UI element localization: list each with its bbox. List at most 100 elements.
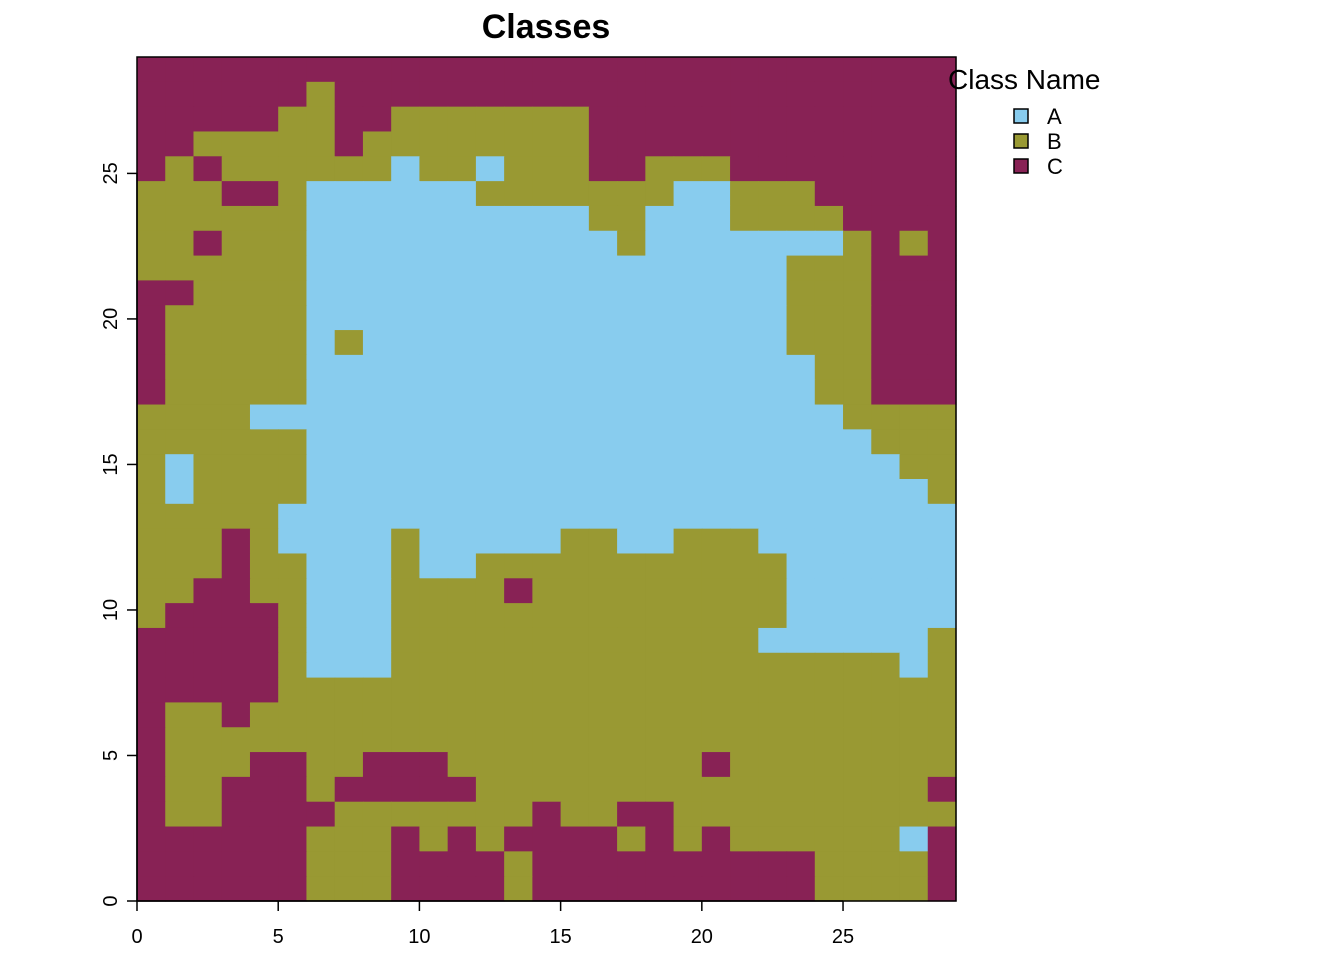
cell-class-b — [588, 181, 618, 207]
cell-class-a — [673, 205, 703, 232]
cell-class-a — [786, 603, 816, 629]
cell-class-a — [758, 404, 788, 430]
cell-class-b — [871, 826, 901, 852]
cell-class-b — [419, 627, 449, 654]
cell-class-c — [871, 181, 901, 207]
cell-class-a — [447, 454, 477, 480]
cell-class-b — [165, 752, 195, 778]
cell-class-b — [165, 801, 195, 828]
cell-class-a — [165, 454, 195, 480]
cell-class-b — [475, 752, 505, 778]
cell-class-c — [221, 801, 251, 828]
cell-class-a — [758, 627, 788, 654]
cell-class-b — [334, 702, 364, 728]
cell-class-a — [475, 528, 505, 555]
cell-class-a — [927, 528, 957, 555]
cell-class-c — [504, 57, 533, 83]
cell-class-c — [165, 81, 195, 108]
cell-class-c — [362, 106, 392, 133]
cell-class-b — [560, 652, 590, 679]
cell-class-c — [645, 801, 675, 828]
cell-class-a — [560, 479, 590, 505]
cell-class-c — [278, 801, 308, 828]
cell-class-b — [588, 776, 618, 803]
cell-class-a — [391, 205, 421, 232]
cell-class-c — [362, 81, 392, 108]
cell-class-b — [419, 106, 449, 133]
cell-class-b — [560, 627, 590, 654]
cell-class-a — [306, 255, 336, 282]
cell-class-b — [730, 652, 759, 679]
cell-class-b — [927, 801, 957, 828]
cell-class-a — [673, 255, 703, 282]
cell-class-a — [617, 503, 646, 530]
cell-class-a — [758, 280, 788, 306]
cell-class-b — [617, 652, 646, 679]
cell-class-c — [871, 106, 901, 133]
cell-class-c — [758, 57, 788, 83]
cell-class-a — [532, 479, 562, 505]
cell-class-a — [701, 181, 731, 207]
cell-class-a — [391, 156, 421, 182]
cell-class-b — [278, 280, 308, 306]
cell-class-c — [504, 81, 533, 108]
cell-class-b — [814, 652, 844, 679]
cell-class-a — [334, 181, 364, 207]
cell-class-c — [532, 851, 562, 877]
cell-class-b — [391, 578, 421, 604]
cell-class-c — [362, 752, 392, 778]
cell-class-c — [673, 131, 703, 157]
cell-class-a — [871, 553, 901, 579]
cell-class-a — [588, 379, 618, 406]
cell-class-a — [588, 479, 618, 505]
cell-class-c — [673, 57, 703, 83]
cell-class-c — [334, 57, 364, 83]
cell-class-a — [334, 627, 364, 654]
cell-class-b — [701, 652, 731, 679]
cell-class-b — [758, 776, 788, 803]
cell-class-a — [278, 528, 308, 555]
cell-class-b — [447, 603, 477, 629]
cell-class-b — [504, 106, 533, 133]
cell-class-a — [475, 479, 505, 505]
cell-class-c — [899, 379, 929, 406]
cell-class-c — [165, 131, 195, 157]
cell-class-a — [730, 255, 759, 282]
cell-class-a — [645, 330, 675, 356]
cell-class-b — [447, 627, 477, 654]
cell-class-a — [560, 230, 590, 257]
cell-class-c — [560, 851, 590, 877]
cell-class-b — [221, 404, 251, 430]
cell-class-b — [221, 429, 251, 455]
cell-class-b — [899, 752, 929, 778]
cell-class-c — [814, 181, 844, 207]
cell-class-c — [927, 330, 957, 356]
cell-class-b — [278, 106, 308, 133]
cell-class-b — [221, 503, 251, 530]
cell-class-b — [249, 503, 279, 530]
cell-class-a — [475, 305, 505, 331]
cell-class-b — [617, 702, 646, 728]
cell-class-a — [814, 479, 844, 505]
cell-class-a — [447, 429, 477, 455]
cell-class-b — [137, 404, 166, 430]
cell-class-c — [645, 57, 675, 83]
cell-class-b — [137, 578, 166, 604]
cell-class-b — [814, 305, 844, 331]
cell-class-a — [475, 429, 505, 455]
cell-class-c — [193, 826, 223, 852]
cell-class-b — [447, 156, 477, 182]
cell-class-a — [843, 503, 872, 530]
cell-class-b — [899, 776, 929, 803]
cell-class-a — [560, 379, 590, 406]
cell-class-b — [137, 503, 166, 530]
cell-class-a — [701, 280, 731, 306]
cell-class-c — [588, 851, 618, 877]
cell-class-a — [306, 379, 336, 406]
cell-class-c — [447, 57, 477, 83]
cell-class-c — [645, 106, 675, 133]
cell-class-b — [221, 454, 251, 480]
cell-class-b — [165, 429, 195, 455]
cell-class-a — [504, 528, 533, 555]
cell-class-b — [249, 354, 279, 381]
